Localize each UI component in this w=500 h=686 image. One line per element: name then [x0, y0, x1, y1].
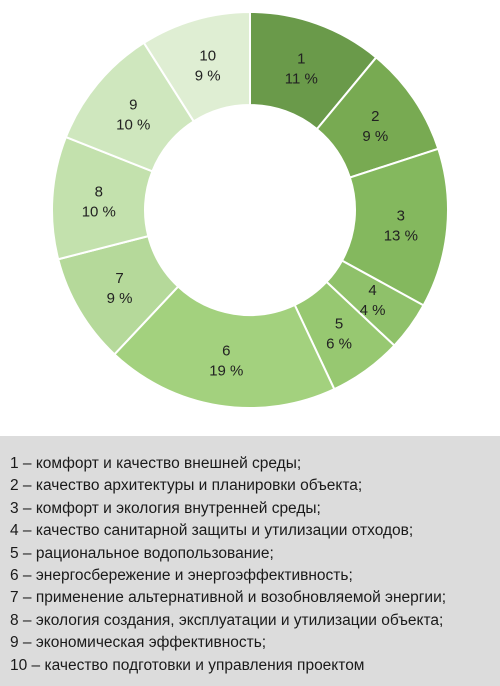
slice-value-label-7: 9 % [107, 290, 133, 307]
slice-value-label-3: 13 % [384, 227, 418, 244]
slice-number-label-2: 2 [371, 108, 379, 125]
legend-item-9: 9 – экономическая эффективность; [10, 634, 267, 652]
donut-slice-6 [113, 285, 336, 409]
donut-slice-10 [142, 10, 251, 123]
slice-value-label-2: 9 % [362, 128, 388, 145]
slice-value-label-9: 10 % [116, 116, 150, 133]
legend: 1 – комфорт и качество внешней среды; 2 … [0, 436, 500, 686]
slice-number-label-8: 8 [95, 183, 103, 200]
legend-item-4: 4 – качество санитарной защиты и утилиза… [10, 522, 414, 540]
slice-number-label-5: 5 [335, 316, 343, 333]
legend-item-3: 3 – комфорт и экология внутренней среды; [10, 499, 321, 517]
legend-item-5: 5 – рациональное водопользование; [10, 544, 274, 562]
slice-number-label-4: 4 [368, 282, 376, 299]
slice-value-label-6: 19 % [209, 363, 243, 380]
slice-number-label-6: 6 [222, 343, 230, 360]
slice-value-label-5: 6 % [326, 336, 352, 353]
slice-number-label-10: 10 [199, 48, 216, 65]
slice-number-label-9: 9 [129, 96, 137, 113]
slice-value-label-10: 9 % [195, 68, 221, 85]
slice-value-label-1: 11 % [285, 70, 318, 87]
slice-value-label-4: 4 % [360, 302, 386, 319]
legend-item-6: 6 – энергосбережение и энергоэффективнос… [10, 567, 353, 585]
legend-item-7: 7 – применение альтернативной и возобнов… [10, 589, 447, 607]
legend-item-10: 10 – качество подготовки и управления пр… [10, 656, 365, 674]
legend-item-8: 8 – экология создания, эксплуатации и ут… [10, 611, 444, 629]
legend-item-2: 2 – качество архитектуры и планировки об… [10, 477, 363, 495]
donut-chart-svg: 1 11 % 2 9 % 3 13 % 4 4 % 5 6 % 6 19 % 7 9 % 8 10 % 9 10 … [51, 10, 449, 409]
slice-number-label-1: 1 [297, 50, 305, 67]
slice-number-label-7: 7 [115, 270, 123, 287]
legend-item-1: 1 – комфорт и качество внешней среды; [10, 455, 302, 472]
slice-value-label-8: 10 % [82, 203, 116, 220]
slice-number-label-3: 3 [397, 207, 405, 224]
donut-chart: 1 11 % 2 9 % 3 13 % 4 4 % 5 6 % 6 19 % 7 9 % 8 10 % 9 10 … [51, 10, 449, 409]
